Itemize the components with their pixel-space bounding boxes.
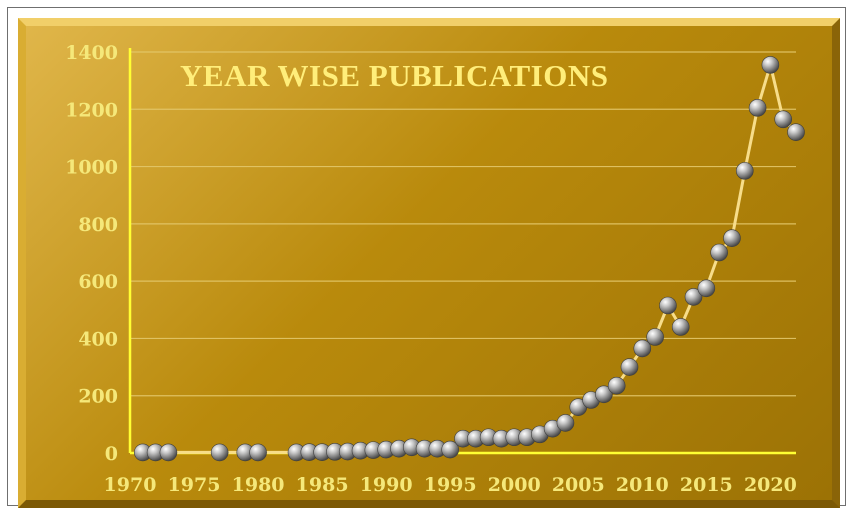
y-tick-label-0: 0: [105, 443, 118, 465]
y-tick-label-1400: 1400: [65, 42, 118, 64]
y-tick-label-600: 600: [78, 271, 118, 293]
data-point-2014: [684, 288, 703, 306]
chart-title: YEAR WISE PUBLICATIONS: [180, 58, 608, 93]
y-tick-label-400: 400: [78, 328, 118, 350]
y-tick-label-200: 200: [78, 386, 118, 408]
data-point-2018: [735, 162, 754, 180]
gridlines: [130, 51, 796, 397]
data-point-2008: [607, 376, 626, 395]
x-tick-label-1980: 1980: [232, 474, 285, 496]
data-point-2020: [761, 56, 780, 74]
data-point-1977: [210, 443, 229, 462]
data-points: [134, 56, 805, 462]
data-point-2017: [723, 229, 741, 247]
series-line: [141, 63, 798, 454]
y-tick-label-800: 800: [78, 214, 118, 236]
x-tick-label-1970: 1970: [104, 474, 157, 496]
data-point-2019: [748, 99, 767, 117]
data-point-2009: [620, 358, 639, 376]
y-tick-label-1200: 1200: [65, 99, 118, 121]
data-point-1995: [441, 440, 459, 459]
x-tick-label-2015: 2015: [680, 474, 733, 496]
x-tick-label-1985: 1985: [296, 474, 349, 496]
data-point-2004: [556, 414, 575, 432]
data-point-2021: [774, 110, 792, 129]
data-point-2013: [671, 318, 690, 336]
chart-frame: [18, 18, 840, 508]
data-point-1980: [249, 443, 267, 462]
y-tick-label-1000: 1000: [65, 157, 118, 179]
x-tick-label-2000: 2000: [488, 474, 541, 496]
x-tick-label-2010: 2010: [616, 474, 669, 496]
series-line-path: [141, 63, 798, 454]
x-tick-label-1990: 1990: [360, 474, 413, 496]
x-tick-label-2020: 2020: [744, 474, 797, 496]
data-point-2007: [595, 385, 613, 404]
x-tick-label-1975: 1975: [168, 474, 221, 496]
x-tick-label-1995: 1995: [424, 474, 477, 496]
data-point-2022: [787, 123, 805, 141]
data-point-2016: [710, 243, 728, 262]
data-point-2015: [697, 279, 716, 298]
tick-labels: 0 200 400 600 800 1000 1200 1400 1970 1975 1980 198…: [65, 42, 797, 496]
data-point-2010: [633, 339, 652, 358]
data-point-1973: [159, 443, 178, 462]
x-tick-label-2005: 2005: [552, 474, 605, 496]
data-point-2012: [659, 296, 677, 315]
data-point-2011: [646, 328, 664, 346]
